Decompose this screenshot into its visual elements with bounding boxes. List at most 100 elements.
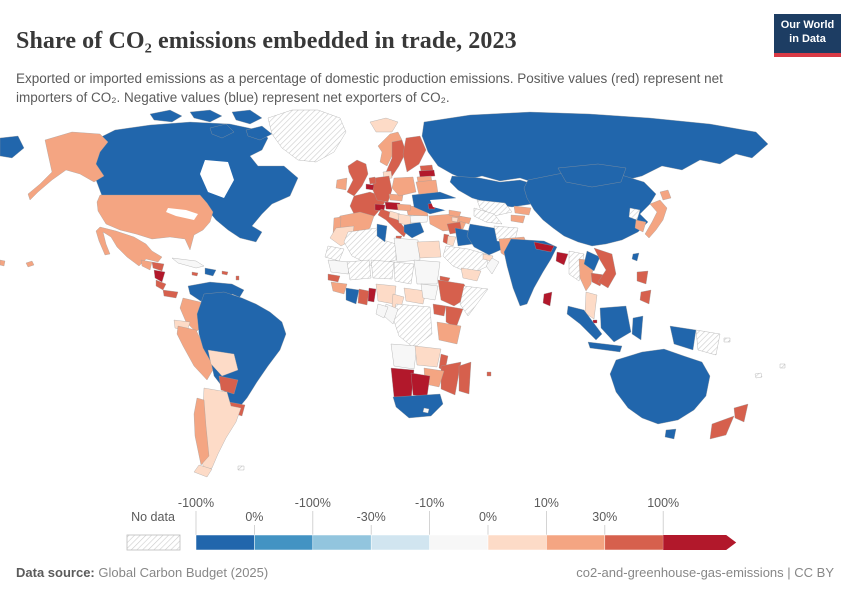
- country-togo-benin[interactable]: [367, 287, 377, 303]
- country-cuba[interactable]: [171, 257, 205, 269]
- country-saudi-arabia[interactable]: [442, 245, 489, 275]
- country-honduras[interactable]: [151, 261, 165, 272]
- country-papua-new-guinea[interactable]: [695, 329, 721, 356]
- country-algeria[interactable]: [343, 227, 397, 267]
- country-tasmania[interactable]: [664, 428, 677, 440]
- country-vietnam[interactable]: [593, 247, 617, 289]
- country-malaysia-peninsula[interactable]: [584, 291, 598, 320]
- country-japan[interactable]: [644, 199, 668, 239]
- legend-bin-arrow[interactable]: [663, 535, 737, 550]
- legend-bin-7[interactable]: [604, 534, 664, 551]
- country-hungary[interactable]: [396, 203, 412, 212]
- country-pacific-islands-1[interactable]: [754, 372, 763, 379]
- country-senegal[interactable]: [327, 273, 341, 283]
- country-philippines[interactable]: [639, 289, 652, 305]
- country-guinea[interactable]: [330, 281, 348, 295]
- country-croatia-slovenia[interactable]: [388, 210, 401, 221]
- country-bulgaria[interactable]: [409, 214, 429, 224]
- country-azerbaijan[interactable]: [458, 215, 472, 225]
- country-new-zealand-north[interactable]: [733, 403, 749, 423]
- country-south-africa[interactable]: [392, 393, 444, 419]
- country-hispaniola[interactable]: [204, 267, 217, 277]
- country-angola[interactable]: [390, 343, 418, 370]
- country-belgium[interactable]: [365, 183, 375, 191]
- country-jordan[interactable]: [446, 235, 457, 247]
- country-tunisia[interactable]: [376, 223, 388, 243]
- country-greenland[interactable]: [267, 109, 347, 163]
- country-solomon-islands[interactable]: [723, 337, 731, 343]
- country-indonesia-sumatra[interactable]: [566, 305, 603, 341]
- country-oman[interactable]: [485, 257, 500, 275]
- country-uzbekistan[interactable]: [476, 199, 513, 217]
- country-pacific-islands-2[interactable]: [779, 363, 786, 369]
- country-chile[interactable]: [193, 397, 210, 466]
- country-canada-arctic-islands[interactable]: [245, 125, 273, 141]
- country-mexico[interactable]: [95, 226, 163, 267]
- country-tajikistan[interactable]: [510, 214, 526, 224]
- country-mauritania[interactable]: [327, 259, 351, 275]
- country-lesotho[interactable]: [422, 407, 430, 414]
- country-canada-arctic-islands[interactable]: [149, 109, 183, 123]
- country-iceland[interactable]: [369, 117, 399, 133]
- country-somalia[interactable]: [459, 285, 489, 317]
- country-new-guinea-indonesia[interactable]: [669, 325, 697, 351]
- rights-link[interactable]: co2-and-greenhouse-gas-emissions | CC BY: [576, 565, 834, 580]
- country-paraguay[interactable]: [218, 375, 239, 395]
- country-mauritius[interactable]: [486, 371, 492, 377]
- country-sri-lanka[interactable]: [542, 291, 553, 307]
- country-canada-arctic-islands[interactable]: [189, 109, 223, 123]
- country-alaska-usa[interactable]: [27, 131, 109, 201]
- legend-bin-4[interactable]: [429, 534, 489, 551]
- country-uganda[interactable]: [432, 303, 447, 317]
- country-western-sahara[interactable]: [324, 245, 345, 262]
- country-gabon[interactable]: [375, 303, 389, 319]
- country-sulawesi[interactable]: [631, 315, 644, 341]
- owid-logo[interactable]: Our World in Data: [774, 14, 841, 57]
- country-peru[interactable]: [176, 325, 215, 381]
- country-ireland[interactable]: [335, 177, 348, 191]
- country-madagascar[interactable]: [458, 361, 472, 395]
- country-china[interactable]: [523, 169, 657, 247]
- country-falklands[interactable]: [237, 465, 245, 471]
- country-new-zealand-south[interactable]: [709, 415, 735, 440]
- country-tanzania[interactable]: [436, 321, 462, 345]
- country-armenia[interactable]: [451, 216, 459, 223]
- legend-no-data-swatch[interactable]: [126, 534, 181, 551]
- legend-bin-5[interactable]: [487, 534, 547, 551]
- country-egypt[interactable]: [416, 240, 442, 259]
- country-central-african-republic[interactable]: [403, 287, 427, 305]
- country-united-kingdom[interactable]: [346, 159, 369, 197]
- country-zambia[interactable]: [414, 345, 442, 368]
- country-borneo[interactable]: [599, 305, 632, 343]
- country-taiwan[interactable]: [631, 252, 640, 262]
- country-puerto-rico[interactable]: [221, 270, 229, 276]
- country-finland[interactable]: [402, 135, 427, 173]
- country-libya[interactable]: [393, 237, 421, 263]
- legend-bin-6[interactable]: [546, 534, 606, 551]
- country-bolivia[interactable]: [207, 349, 239, 377]
- country-canada-arctic-islands[interactable]: [231, 109, 263, 125]
- country-bangladesh[interactable]: [555, 251, 569, 266]
- country-greece[interactable]: [403, 221, 425, 239]
- country-south-sudan[interactable]: [420, 283, 439, 301]
- country-ghana[interactable]: [357, 288, 370, 306]
- country-panama[interactable]: [162, 289, 179, 299]
- legend-bin-0[interactable]: [195, 534, 255, 551]
- country-hawaii-usa[interactable]: [25, 260, 35, 268]
- country-usa[interactable]: [96, 194, 214, 251]
- country-poland[interactable]: [391, 176, 417, 197]
- country-australia[interactable]: [609, 348, 711, 425]
- country-aleutian-speck[interactable]: [0, 259, 6, 267]
- country-mozambique[interactable]: [440, 361, 462, 396]
- legend-bin-1[interactable]: [254, 534, 314, 551]
- country-jamaica[interactable]: [191, 271, 199, 277]
- country-nepal[interactable]: [533, 241, 555, 253]
- country-guatemala[interactable]: [140, 259, 153, 271]
- country-netherlands[interactable]: [368, 176, 377, 185]
- country-yemen[interactable]: [460, 267, 482, 282]
- country-japan[interactable]: [659, 189, 672, 201]
- country-russia-wrap-left[interactable]: [0, 135, 25, 159]
- country-canada-arctic-islands[interactable]: [209, 123, 235, 139]
- country-indonesia-java[interactable]: [587, 341, 623, 353]
- country-kyrgyzstan[interactable]: [513, 205, 532, 216]
